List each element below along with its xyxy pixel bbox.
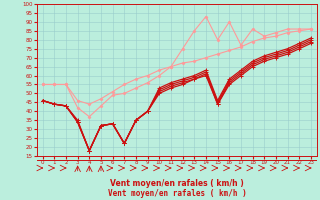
X-axis label: Vent moyen/en rafales ( km/h ): Vent moyen/en rafales ( km/h ) (110, 179, 244, 188)
Text: Vent moyen/en rafales ( km/h ): Vent moyen/en rafales ( km/h ) (108, 189, 247, 198)
